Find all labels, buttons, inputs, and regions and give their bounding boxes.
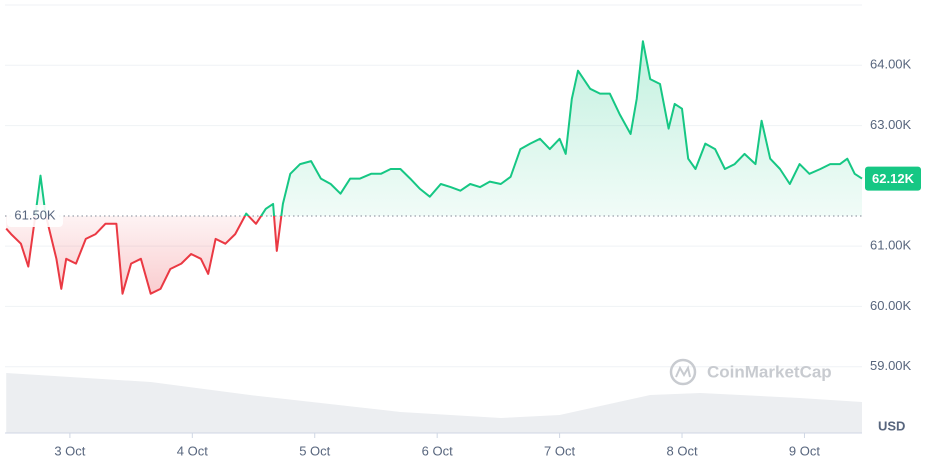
x-tick-label: 7 Oct — [544, 443, 575, 458]
x-tick-label: 4 Oct — [177, 443, 208, 458]
last-price-label: 62.12K — [872, 171, 915, 186]
y-tick-label: 64.00K — [870, 57, 912, 72]
x-tick-label: 3 Oct — [54, 443, 85, 458]
x-tick-label: 6 Oct — [422, 443, 453, 458]
baseline-label-box — [7, 204, 63, 227]
last-price-box — [865, 166, 921, 191]
x-tick-label: 9 Oct — [789, 443, 820, 458]
volume-area — [6, 373, 862, 433]
unit-label: USD — [878, 418, 905, 433]
y-tick-label: 61.00K — [870, 238, 912, 253]
price-line — [5, 40, 863, 295]
price-area — [6, 41, 862, 294]
y-tick-label: 59.00K — [870, 358, 912, 373]
y-tick-label: 60.00K — [870, 298, 912, 313]
watermark-text: CoinMarketCap — [707, 362, 832, 381]
watermark-logo-mark — [675, 365, 691, 378]
x-tick-label: 5 Oct — [299, 443, 330, 458]
baseline-label: 61.50K — [14, 207, 56, 222]
x-tick-label: 8 Oct — [666, 443, 697, 458]
y-tick-label: 63.00K — [870, 117, 912, 132]
watermark-logo — [669, 358, 697, 386]
watermark: CoinMarketCap — [669, 358, 832, 386]
